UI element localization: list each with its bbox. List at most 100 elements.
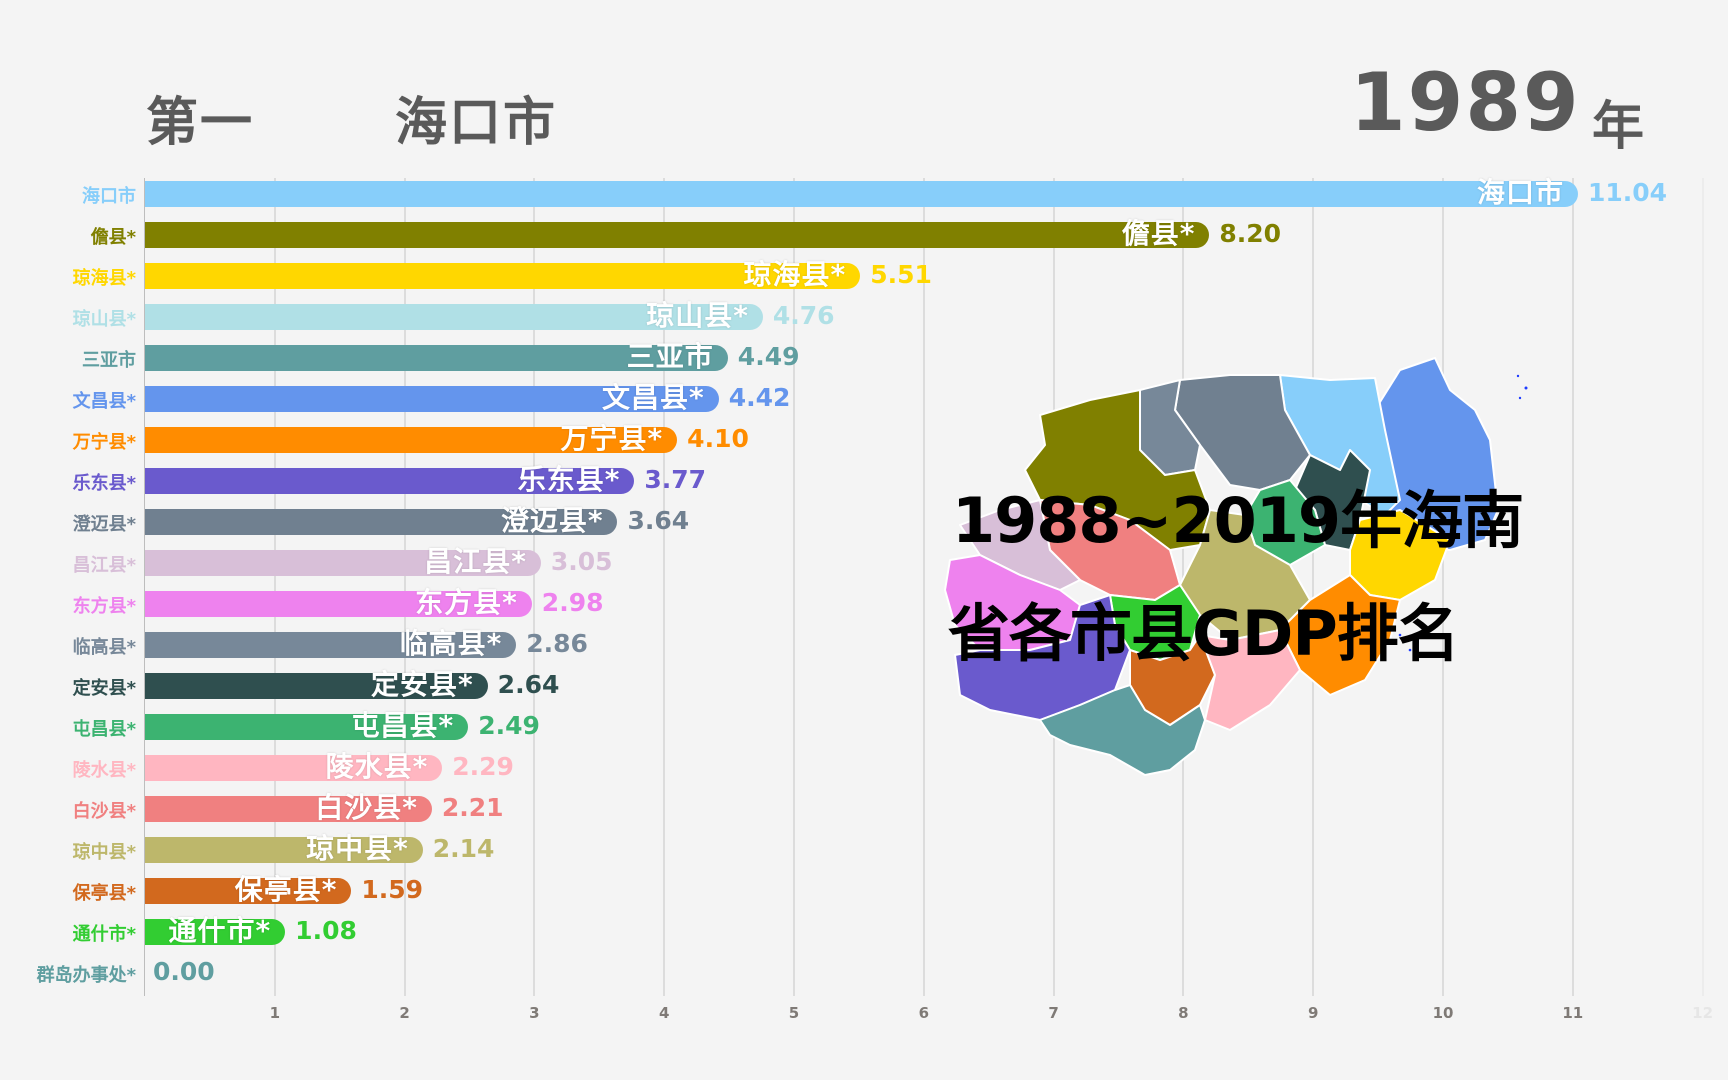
bar: 昌江县* xyxy=(145,545,541,578)
bar-inner-label: 三亚市 xyxy=(626,340,714,373)
category-label: 澄迈县* xyxy=(72,514,136,535)
category-label: 保亭县* xyxy=(72,883,136,904)
chart-row: 澄迈县* 澄迈县* 3.64 xyxy=(0,504,1728,545)
bar: 琼中县* xyxy=(145,832,423,865)
bar-value: 3.05 xyxy=(550,547,613,576)
bar-inner-label: 白沙县* xyxy=(315,791,418,824)
category-label: 昌江县* xyxy=(72,555,136,576)
bar: 陵水县* xyxy=(145,750,443,783)
gridline-10 xyxy=(1442,178,1444,996)
bar: 保亭县* xyxy=(145,873,352,906)
bar-inner-label: 陵水县* xyxy=(325,750,429,783)
current-year: 1989 xyxy=(1350,56,1581,149)
category-label: 万宁县* xyxy=(72,432,136,453)
bar-value: 2.64 xyxy=(497,670,560,699)
bar-inner-label: 海口市 xyxy=(1476,176,1564,209)
chart-row: 三亚市 三亚市 4.49 xyxy=(0,340,1728,381)
chart-row: 东方县* 东方县* 2.98 xyxy=(0,586,1728,627)
bar-value: 2.21 xyxy=(441,793,504,822)
bar: 海口市 xyxy=(145,176,1578,209)
category-label: 乐东县* xyxy=(72,473,136,494)
x-tick-label: 2 xyxy=(399,1004,410,1022)
bar-inner-label: 定安县* xyxy=(371,668,474,701)
bar-value: 2.29 xyxy=(452,752,514,781)
category-label: 屯昌县* xyxy=(72,719,136,740)
chart-row: 海口市 海口市 11.04 xyxy=(0,176,1728,217)
x-tick-label: 4 xyxy=(658,1004,670,1022)
category-label: 群岛办事处* xyxy=(36,965,136,986)
chart-row: 屯昌县* 屯昌县* 2.49 xyxy=(0,709,1728,750)
bar-value: 2.98 xyxy=(541,588,604,617)
overlay-title-line2: 省各市县GDP排名 xyxy=(948,597,1460,670)
bar-inner-label: 屯昌县* xyxy=(351,709,455,742)
bar-inner-label: 通什市* xyxy=(168,914,272,947)
bar: 澄迈县* xyxy=(145,504,618,537)
bar: 定安县* xyxy=(145,668,488,701)
bar-value: 4.42 xyxy=(728,383,791,412)
x-tick-label: 1 xyxy=(269,1004,281,1022)
chart-row: 陵水县* 陵水县* 2.29 xyxy=(0,750,1728,791)
category-label: 东方县* xyxy=(72,596,136,617)
category-label: 琼海县* xyxy=(72,268,136,289)
bar-value: 0.00 xyxy=(153,957,215,986)
chart-row: 通什市* 通什市* 1.08 xyxy=(0,914,1728,955)
bar: 临高县* xyxy=(145,627,517,660)
bar-value: 4.10 xyxy=(687,424,749,453)
map-region-ledong xyxy=(954,594,1131,721)
x-tick-label: 11 xyxy=(1562,1004,1584,1022)
gridline-4 xyxy=(663,178,666,996)
x-tick-label: 3 xyxy=(529,1004,540,1022)
bar-value: 4.76 xyxy=(772,301,835,330)
x-tick-label: 12 xyxy=(1692,1004,1714,1022)
year-unit: 年 xyxy=(1592,97,1645,157)
gridline-11 xyxy=(1571,178,1574,996)
bar-value: 2.49 xyxy=(478,711,540,740)
category-label: 海口市 xyxy=(82,186,136,207)
map-region-lingshui xyxy=(1199,629,1301,731)
bar-inner-label: 保亭县* xyxy=(234,873,338,906)
chart-row: 群岛办事处* 0.00 xyxy=(0,957,1728,996)
map-region-sanya xyxy=(1039,684,1206,776)
category-label: 通什市* xyxy=(72,924,136,945)
bar-inner-label: 东方县* xyxy=(415,586,518,619)
bar: 三亚市 xyxy=(145,340,728,373)
bar: 白沙县* xyxy=(145,791,432,824)
bar: 通什市* xyxy=(145,914,286,947)
bar-value: 2.14 xyxy=(432,834,495,863)
chart-row: 昌江县* 昌江县* 3.05 xyxy=(0,545,1728,586)
leader-name: 海口市 xyxy=(395,93,558,153)
map-region-wanning xyxy=(1279,574,1401,696)
category-label: 陵水县* xyxy=(72,760,136,781)
bar-inner-label: 澄迈县* xyxy=(500,504,604,537)
category-label: 琼山县* xyxy=(72,309,136,330)
category-label: 文昌县* xyxy=(72,391,136,412)
gridline-3 xyxy=(533,178,536,996)
bar-value: 11.04 xyxy=(1587,178,1668,207)
bar: 乐东县* xyxy=(145,463,635,496)
category-label: 定安县* xyxy=(72,678,136,699)
chart-row: 保亭县* 保亭县* 1.59 xyxy=(0,873,1728,914)
gridline-9 xyxy=(1312,178,1315,996)
map-islands xyxy=(1398,374,1528,652)
x-tick-label: 5 xyxy=(788,1004,800,1022)
bar: 文昌县* xyxy=(145,381,719,414)
bar-inner-label: 乐东县* xyxy=(517,463,621,496)
bar-inner-label: 临高县* xyxy=(399,627,503,660)
chart-row: 万宁县* 万宁县* 4.10 xyxy=(0,422,1728,463)
bar-value: 2.86 xyxy=(526,629,588,658)
hainan-map xyxy=(930,350,1530,830)
bar-inner-label: 儋县* xyxy=(1121,217,1196,250)
bar: 琼山县* xyxy=(145,299,763,332)
gridline-5 xyxy=(793,178,795,996)
bar-inner-label: 琼海县* xyxy=(743,258,847,291)
chart-row: 琼中县* 琼中县* 2.14 xyxy=(0,832,1728,873)
x-tick-label: 10 xyxy=(1432,1004,1454,1022)
bar-inner-label: 昌江县* xyxy=(424,545,527,578)
hainan-map-svg xyxy=(944,357,1528,776)
chart-row: 乐东县* 乐东县* 3.77 xyxy=(0,463,1728,504)
y-axis-line xyxy=(144,178,145,996)
gridline-1 xyxy=(273,178,276,996)
bar: 东方县* xyxy=(145,586,532,619)
category-label: 临高县* xyxy=(72,637,136,658)
